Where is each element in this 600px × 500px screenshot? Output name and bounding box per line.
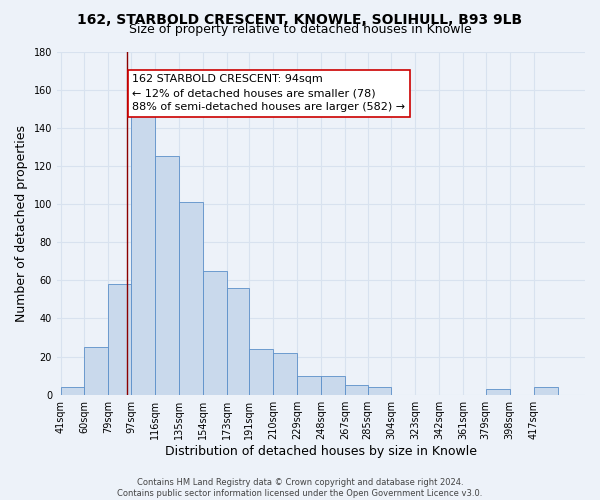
Bar — [109, 284, 131, 395]
Bar — [533, 387, 557, 394]
Y-axis label: Number of detached properties: Number of detached properties — [15, 124, 28, 322]
Text: 162 STARBOLD CRESCENT: 94sqm
← 12% of detached houses are smaller (78)
88% of se: 162 STARBOLD CRESCENT: 94sqm ← 12% of de… — [132, 74, 406, 112]
Bar — [61, 387, 85, 394]
Bar — [249, 349, 273, 395]
Bar — [227, 288, 249, 395]
Bar — [131, 110, 155, 395]
Text: Contains HM Land Registry data © Crown copyright and database right 2024.
Contai: Contains HM Land Registry data © Crown c… — [118, 478, 482, 498]
Bar — [297, 376, 321, 394]
Bar — [273, 353, 297, 395]
Bar — [155, 156, 179, 394]
X-axis label: Distribution of detached houses by size in Knowle: Distribution of detached houses by size … — [165, 444, 477, 458]
Text: 162, STARBOLD CRESCENT, KNOWLE, SOLIHULL, B93 9LB: 162, STARBOLD CRESCENT, KNOWLE, SOLIHULL… — [77, 12, 523, 26]
Bar — [85, 347, 109, 395]
Text: Size of property relative to detached houses in Knowle: Size of property relative to detached ho… — [128, 22, 472, 36]
Bar — [203, 271, 227, 394]
Bar — [321, 376, 345, 394]
Bar — [368, 387, 391, 394]
Bar — [345, 385, 368, 394]
Bar — [486, 389, 509, 394]
Bar — [179, 202, 203, 394]
